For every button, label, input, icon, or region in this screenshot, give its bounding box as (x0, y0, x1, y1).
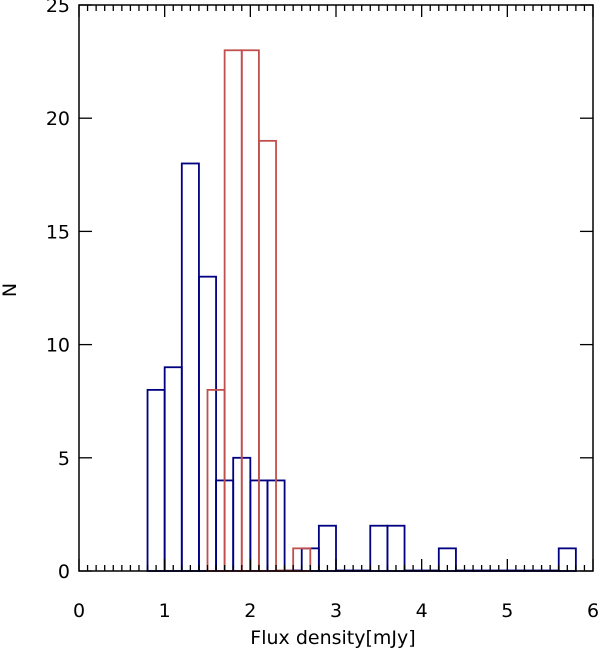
x-tick-label: 0 (73, 600, 85, 622)
histogram-bars (146, 49, 577, 572)
x-tick-label: 1 (159, 600, 171, 622)
x-axis-label: Flux density[mJy] (250, 627, 415, 649)
y-tick-label: 5 (58, 448, 70, 470)
x-tick-label: 6 (587, 600, 599, 622)
x-tick-label: 3 (330, 600, 342, 622)
histogram-bar (369, 524, 389, 572)
histogram-bar (146, 388, 166, 572)
x-tick-label: 4 (416, 600, 428, 622)
histogram-bar (386, 524, 406, 572)
histogram-bar (317, 524, 337, 572)
x-tick-label: 2 (244, 600, 256, 622)
tick-labels: 0 1 2 3 4 5 6 0 5 10 15 20 25 (46, 0, 599, 622)
y-axis-label: N (0, 283, 21, 297)
y-tick-label: 0 (58, 561, 70, 583)
plot-axes (78, 4, 594, 572)
histogram-bar (180, 162, 200, 572)
histogram-bar (163, 366, 183, 572)
y-tick-label: 15 (46, 221, 70, 243)
axis-ticks (78, 4, 594, 572)
plot-frame (78, 4, 594, 572)
y-tick-label: 20 (46, 108, 70, 130)
y-tick-label: 25 (46, 0, 70, 17)
y-tick-label: 10 (46, 335, 70, 357)
x-tick-label: 5 (501, 600, 513, 622)
